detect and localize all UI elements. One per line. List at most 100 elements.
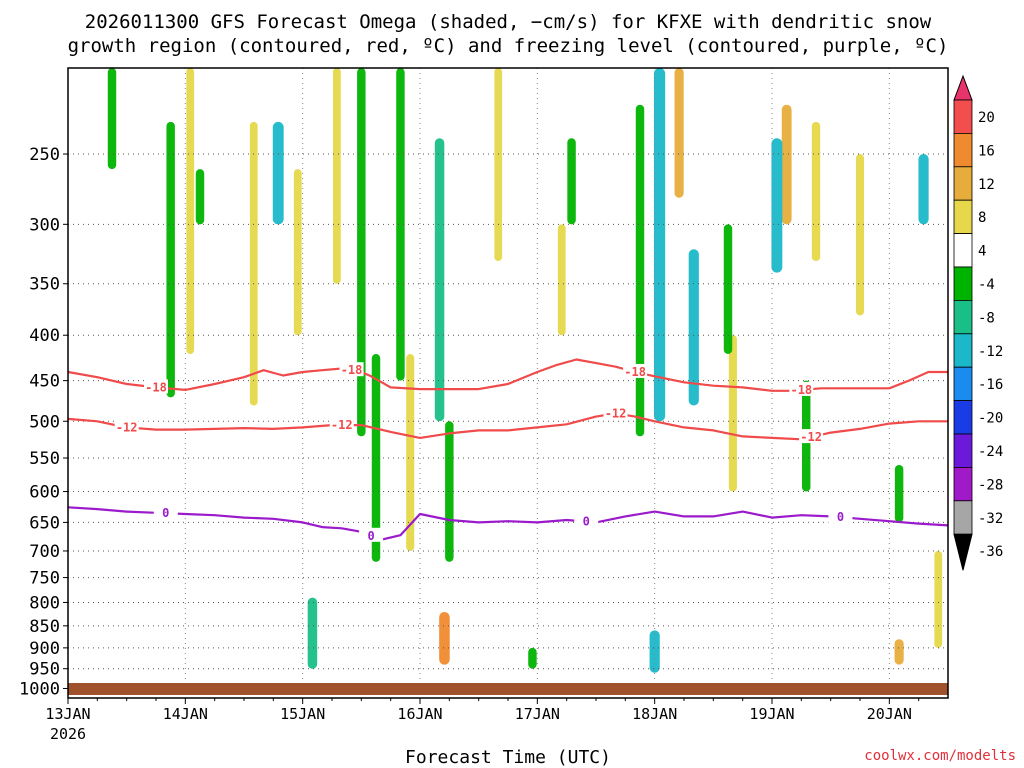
colorbar-label: 4 (978, 244, 986, 260)
y-tick-label: 400 (29, 326, 60, 346)
colorbar-label: 16 (978, 143, 995, 159)
y-tick-label: 650 (29, 513, 60, 533)
dendritic-contour-1-label: -12 (116, 420, 138, 434)
y-tick-label: 700 (29, 542, 60, 562)
y-tick-label: 1000 (19, 679, 60, 699)
credit-link[interactable]: coolwx.com/modelts (864, 748, 1016, 764)
colorbar-swatch (953, 500, 973, 535)
freezing-level-contour-label: 0 (583, 515, 590, 529)
omega-cell (494, 68, 503, 262)
colorbar-label: -32 (978, 511, 1003, 527)
y-tick-label: 750 (29, 569, 60, 589)
omega-cell (371, 354, 381, 562)
y-tick-label: 550 (29, 449, 60, 469)
omega-cell (855, 154, 865, 316)
temperature-contours: -18 -18 -18 -18 -12 -12 -12 -12 0 0 0 0 (67, 358, 949, 543)
x-year-label: 2026 (50, 725, 86, 743)
colorbar-swatch (953, 166, 973, 201)
y-tick-label: 850 (29, 617, 60, 637)
colorbar-swatch (953, 466, 973, 502)
omega-cell (333, 68, 341, 284)
omega-cell (781, 104, 792, 225)
colorbar: 20 16 12 8 4 -4 -8 -12 -16 -20 -24 -28 -32 -36 (953, 74, 1003, 571)
freezing-level-contour-label-bg (359, 527, 384, 542)
x-tick-label: 18JAN (632, 705, 677, 723)
dendritic-contour-0-label: -18 (145, 380, 167, 394)
colorbar-swatch (953, 132, 973, 168)
freezing-level-contour-label: 0 (367, 529, 374, 543)
x-tick-label: 14JAN (163, 705, 208, 723)
freezing-level-contour-label-bg (153, 505, 178, 520)
colorbar-label: -36 (978, 544, 1003, 560)
dendritic-contour-0-label: -18 (790, 383, 812, 397)
y-tick-label: 950 (29, 660, 60, 680)
omega-shading (107, 68, 943, 673)
omega-cell (649, 630, 660, 673)
omega-cell (107, 68, 117, 170)
colorbar-swatch (953, 366, 973, 402)
y-tick-label: 250 (29, 145, 60, 165)
omega-cell (635, 104, 645, 437)
chart-title-line-2: growth region (contoured, red, ºC) and f… (68, 35, 949, 57)
y-tick-label: 300 (29, 215, 60, 235)
dendritic-contour-0-label-bg (144, 379, 168, 394)
colorbar-label: -24 (978, 444, 1003, 460)
omega-cell (186, 68, 195, 355)
colorbar-label: -16 (978, 377, 1003, 393)
omega-cell (674, 68, 684, 198)
x-tick-label: 15JAN (280, 705, 325, 723)
dendritic-contour-1-label-bg (799, 429, 824, 444)
y-tick-label: 800 (29, 593, 60, 613)
dendritic-contour-1-line (67, 412, 948, 441)
omega-cell (445, 421, 454, 562)
freezing-level-contour-label-bg (828, 509, 853, 524)
colorbar-bottom-arrow (953, 533, 973, 571)
dendritic-contour-0-label: -18 (341, 363, 363, 377)
freezing-level-contour-label-bg (574, 513, 599, 528)
colorbar-swatch (953, 199, 973, 234)
omega-cell (434, 138, 445, 422)
colorbar-swatch (953, 333, 973, 368)
omega-cell (723, 224, 733, 355)
omega-cell (396, 68, 405, 381)
dendritic-contour-0-label-bg (623, 363, 648, 378)
freezing-level-contour-label: 0 (162, 506, 169, 520)
dendritic-contour-1-label-bg (603, 405, 628, 420)
colorbar-top-arrow (953, 74, 973, 101)
y-tick-label: 600 (29, 483, 60, 503)
omega-cell (439, 611, 450, 665)
omega-cell (195, 169, 205, 225)
omega-cell (567, 138, 576, 225)
omega-cell (894, 639, 904, 665)
x-tick-label: 17JAN (515, 705, 560, 723)
omega-cell (918, 154, 929, 225)
colorbar-label: -28 (978, 477, 1003, 493)
omega-cell (249, 121, 258, 406)
colorbar-swatch (953, 99, 973, 134)
colorbar-swatch (953, 400, 973, 435)
omega-cell (307, 597, 318, 669)
dendritic-contour-1-label: -12 (605, 406, 627, 420)
omega-cell (728, 335, 737, 492)
omega-cell (653, 68, 666, 422)
colorbar-label: -4 (978, 277, 995, 293)
colorbar-swatch (953, 433, 973, 468)
x-tick-label: 19JAN (749, 705, 794, 723)
colorbar-label: 20 (978, 110, 995, 126)
x-tick-label: 16JAN (397, 705, 442, 723)
omega-cell (272, 121, 284, 225)
omega-cell (934, 550, 943, 648)
y-tick-label: 500 (29, 412, 60, 432)
chart-title-line-1: 2026011300 GFS Forecast Omega (shaded, −… (85, 11, 932, 33)
colorbar-swatch (953, 233, 973, 268)
y-axis: 2503003504004505005506006507007508008509… (19, 145, 68, 699)
omega-cell (166, 121, 175, 398)
ground-surface-bar (68, 683, 948, 695)
x-tick-label: 13JAN (45, 705, 90, 723)
colorbar-label: -8 (978, 310, 995, 326)
dendritic-contour-0-label: -18 (624, 365, 646, 379)
x-axis-title: Forecast Time (UTC) (405, 747, 611, 768)
omega-cell (557, 224, 566, 336)
y-tick-label: 900 (29, 639, 60, 659)
